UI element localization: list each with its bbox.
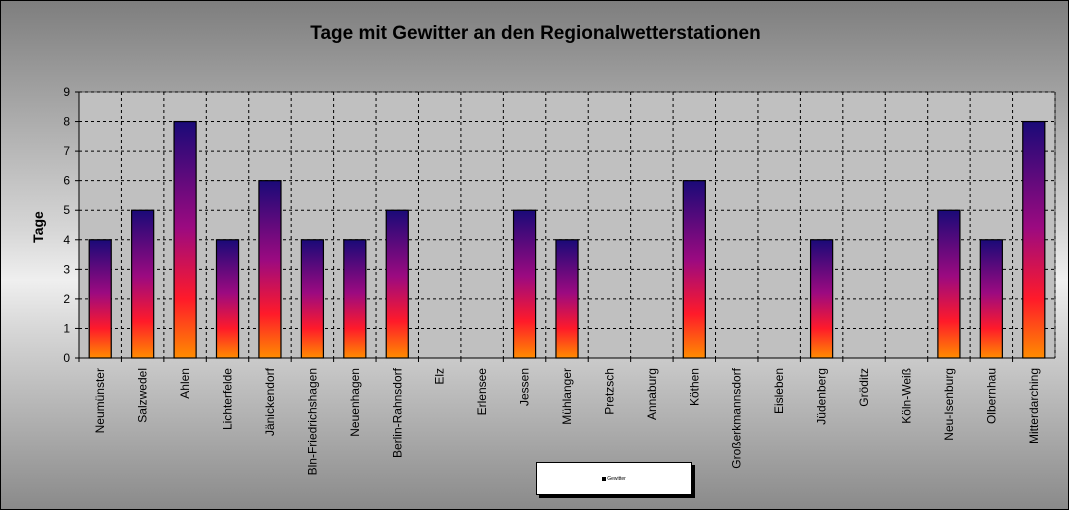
bar <box>258 180 282 359</box>
x-tick-label: Jänickendorf <box>263 367 277 436</box>
bar <box>88 239 112 359</box>
x-tick-label: Eisleben <box>772 368 786 414</box>
x-tick-label: Elz <box>433 368 447 385</box>
y-tick-label: 6 <box>63 174 70 188</box>
x-tick-label: Jessen <box>518 368 532 406</box>
bar <box>682 180 706 359</box>
bar <box>979 239 1003 359</box>
x-tick-label: Jüdenberg <box>815 368 829 425</box>
x-tick-label: Salzwedel <box>136 368 150 423</box>
x-tick-label: Pretzsch <box>602 368 616 415</box>
x-tick-label: Erlensee <box>475 368 489 416</box>
x-tick-label: Neuenhagen <box>348 368 362 437</box>
x-tick-label: Berlin-Rahnsdorf <box>390 367 404 458</box>
y-tick-label: 2 <box>63 292 70 306</box>
chart-title: Tage mit Gewitter an den Regionalwetters… <box>310 23 761 44</box>
legend-swatch <box>602 476 607 481</box>
y-tick-label: 8 <box>63 115 70 129</box>
axes <box>75 91 1056 362</box>
y-tick-label: 4 <box>63 233 70 247</box>
x-tick-label: Ahlen <box>178 368 192 399</box>
bar <box>173 120 197 359</box>
bar <box>215 239 240 359</box>
x-tick-label: Mitterdarching <box>1027 368 1041 444</box>
x-tick-label: Großerkmannsdorf <box>730 367 744 468</box>
bar <box>555 239 579 359</box>
x-tick-label: Köln-Weiß <box>899 368 913 424</box>
legend-label: Gewitter <box>607 475 626 482</box>
y-tick-label: 1 <box>63 321 70 335</box>
y-tick-label: 7 <box>63 144 70 158</box>
x-tick-label: Lichterfelde <box>221 368 235 430</box>
y-tick-label: 5 <box>63 203 70 217</box>
bar <box>512 209 537 359</box>
bar <box>343 239 367 359</box>
x-tick-label: Köthen <box>687 368 701 406</box>
bar <box>937 209 961 359</box>
bar <box>1022 120 1046 359</box>
x-tick-label: Olbernhau <box>984 368 998 424</box>
x-tick-label: Gröditz <box>857 368 871 407</box>
vertical-gridlines <box>120 92 1056 358</box>
x-tick-labels: Neumünster Salzwedel Ahlen Lichterfelde Jäni… <box>93 367 1041 475</box>
x-tick-label: Neu-Isenburg <box>942 368 956 441</box>
y-tick-labels: 0 1 2 3 4 5 6 7 8 9 <box>63 85 70 365</box>
bar <box>809 239 834 359</box>
x-tick-label: Bln-Friedrichshagen <box>305 368 319 475</box>
x-tick-label: Mühlanger <box>560 368 574 425</box>
x-tick-label: Annaburg <box>645 368 659 420</box>
y-tick-label: 3 <box>63 262 70 276</box>
y-tick-label: 0 <box>63 351 70 365</box>
x-tick-label: Neumünster <box>93 368 107 433</box>
bar <box>131 209 155 359</box>
legend: Gewitter <box>536 462 692 495</box>
bar <box>385 209 409 359</box>
bar <box>300 239 325 359</box>
y-tick-label: 9 <box>63 85 70 99</box>
bars <box>88 120 1046 359</box>
